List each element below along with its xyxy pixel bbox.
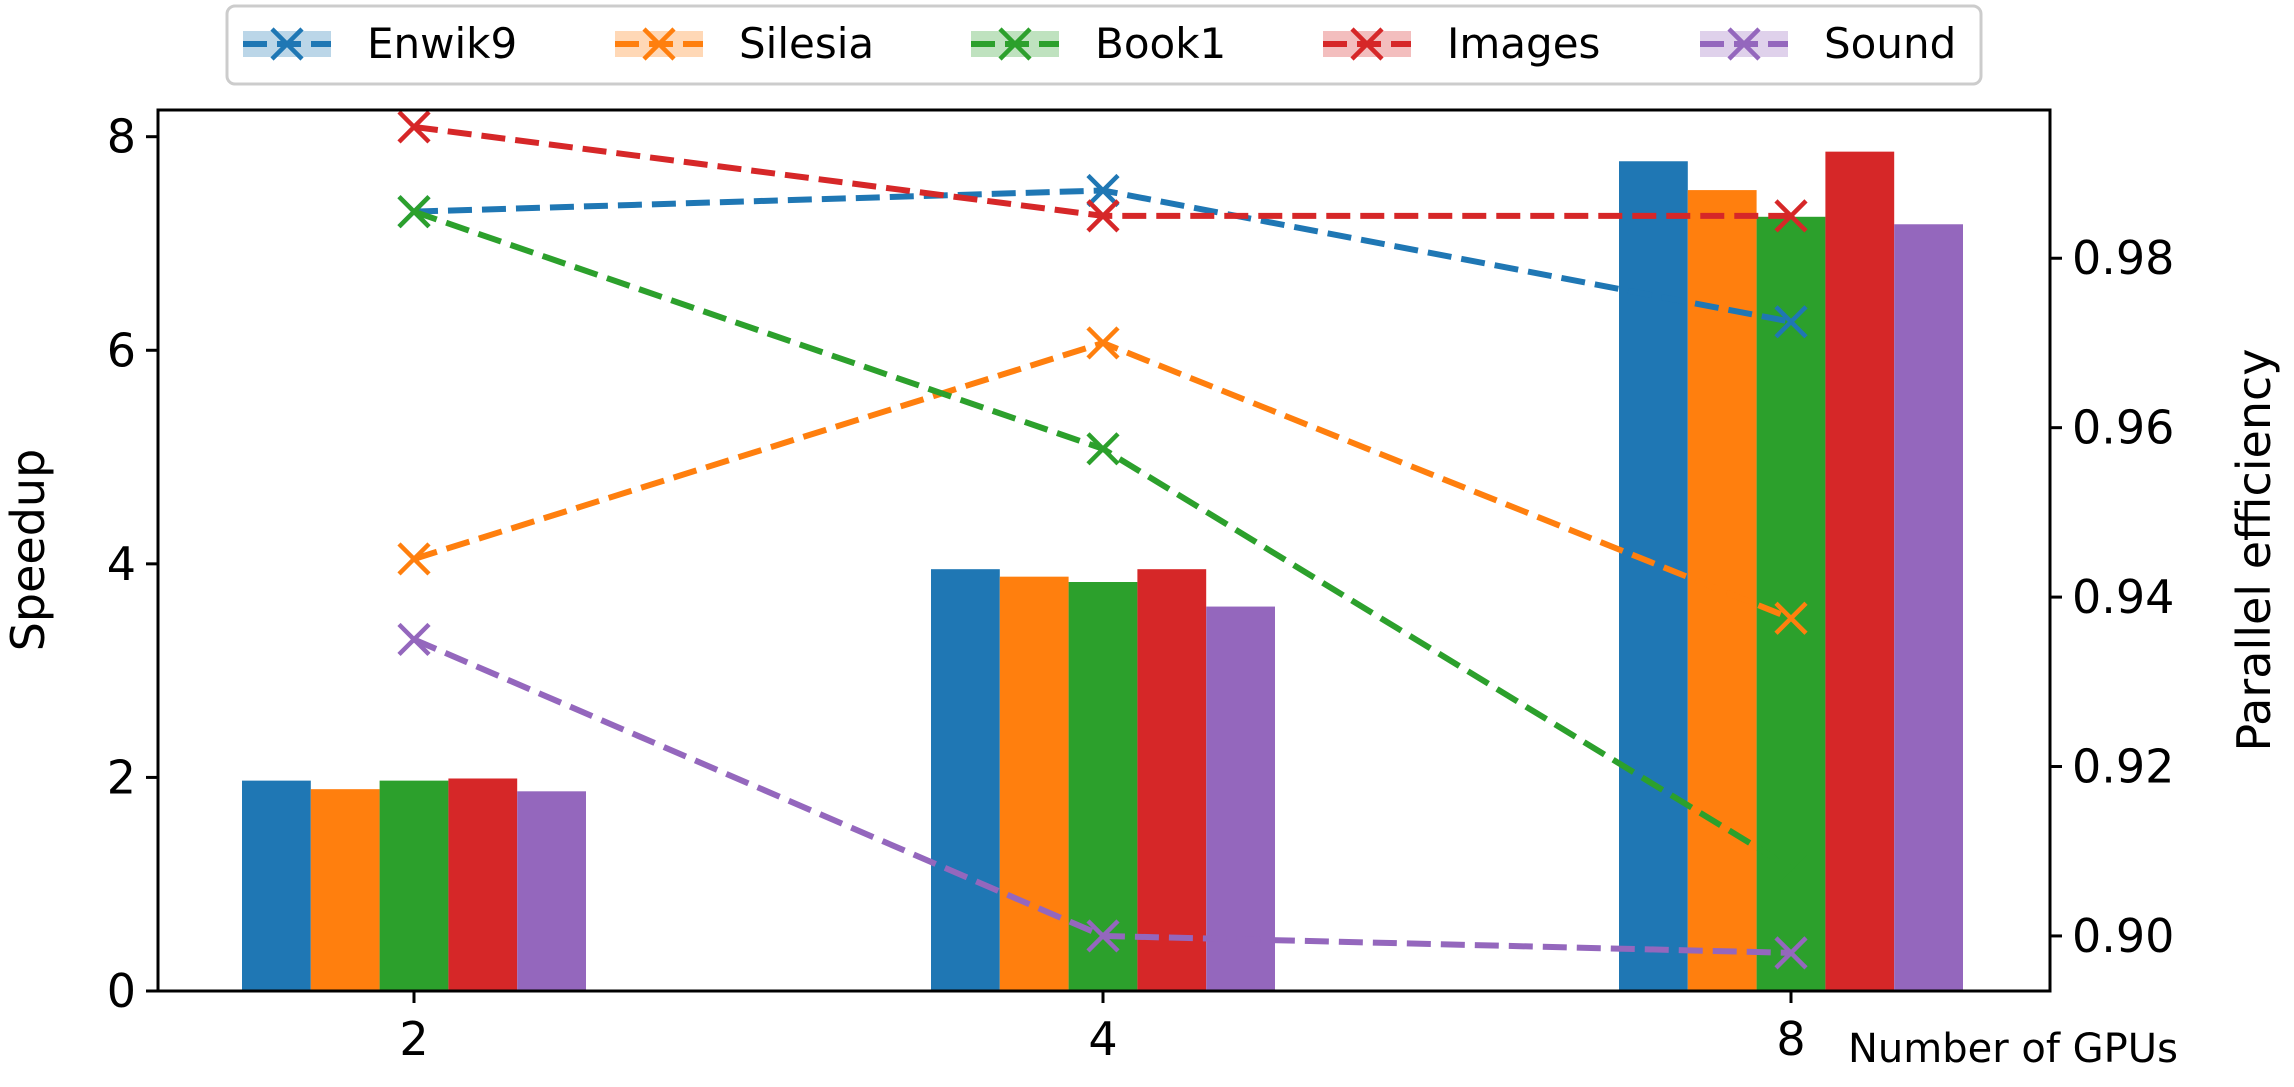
marker-silesia-2 [397,542,431,576]
legend: Enwik9 Silesia Book1 Images Sound [225,4,1983,86]
legend-marker-images [1350,27,1384,61]
y-axis-label: Speedup [1,449,55,652]
y2-tick-label-0-94: 0.94 [2072,570,2174,624]
y-tick-label-0: 0 [107,964,136,1018]
x-tick-label-8: 8 [1776,1012,1805,1066]
marker-enwik9-8-stroke-b [1774,305,1808,339]
marker-sound-4-stroke-b [1086,919,1120,953]
marker-book1-4 [1086,432,1120,466]
marker-sound-2 [397,622,431,657]
marker-book1-2-stroke-b [397,195,431,229]
marker-images-4 [1086,199,1120,233]
legend-label-silesia: Silesia [739,19,874,68]
y2-tick-label-0-98: 0.98 [2072,231,2174,285]
marker-book1-8-stroke-b [1774,851,1808,885]
marker-enwik9-4 [1086,173,1120,208]
bar-sound-2 [517,791,586,991]
bar-sound-4 [1206,606,1275,991]
marker-book1-8 [1774,851,1808,885]
y2-tick-label-0-92: 0.92 [2072,740,2174,794]
y-tick-label-8: 8 [107,110,136,164]
marker-sound-8-stroke-b [1774,936,1808,970]
bar-book1-4 [1068,582,1138,991]
bar-images-2 [448,778,518,991]
efficiency-lines-layer [397,110,1808,970]
bar-book1-8 [1756,216,1826,992]
marker-images-8 [1774,199,1808,233]
y-tick-label-2: 2 [107,750,136,804]
bar-enwik9-2 [242,780,311,991]
marker-book1-4-stroke-b [1086,432,1120,466]
bar-images-8 [1825,151,1895,991]
marker-images-2 [397,110,431,144]
legend-frame [225,4,1983,86]
legend-marker-sound [1727,27,1761,61]
marker-silesia-4 [1086,326,1120,360]
bar-enwik9-8 [1619,161,1688,991]
marker-silesia-4-stroke-b [1086,326,1120,360]
y2-axis-label: Parallel efficiency [2227,348,2281,751]
legend-marker-book1-stroke-b [998,27,1032,61]
x-tick-label-2: 2 [399,1012,428,1066]
marker-silesia-8-stroke-b [1774,601,1808,635]
legend-marker-sound-stroke-b [1727,27,1761,61]
marker-sound-8 [1774,936,1808,970]
legend-marker-images-stroke-b [1350,27,1384,61]
marker-images-4-stroke-b [1086,199,1120,233]
legend-label-images: Images [1447,19,1600,68]
bar-silesia-8 [1687,190,1757,991]
x-axis-label: Number of GPUs [1848,1026,2178,1072]
bar-book1-2 [379,780,449,991]
y2-tick-label-0-90: 0.90 [2072,909,2174,963]
bar-images-4 [1137,569,1207,991]
marker-sound-2-stroke-b [397,622,431,657]
bar-silesia-2 [310,789,380,991]
bar-silesia-4 [999,576,1069,991]
marker-book1-2 [397,195,431,229]
y2-tick-label-0-96: 0.96 [2072,401,2174,455]
marker-silesia-2-stroke-b [397,542,431,576]
marker-sound-4 [1086,919,1120,953]
legend-marker-silesia-stroke-b [642,27,676,61]
marker-images-2-stroke-b [397,110,431,144]
marker-images-8-stroke-b [1774,199,1808,233]
legend-marker-enwik9-stroke-b [270,27,304,61]
legend-marker-enwik9 [270,27,304,61]
bar-sound-8 [1894,224,1963,991]
legend-marker-silesia [642,27,676,61]
marker-silesia-8 [1774,601,1808,635]
bar-enwik9-4 [931,569,1000,991]
y-tick-label-4: 4 [107,537,136,591]
legend-label-enwik9: Enwik9 [367,19,517,68]
legend-label-book1: Book1 [1095,19,1226,68]
marker-enwik9-8 [1774,305,1808,339]
axes-layer: 0 2 4 6 8 0.90 0.92 0.94 0.96 0.98 2 4 8 [107,110,2175,1066]
x-tick-label-4: 4 [1088,1012,1117,1066]
marker-enwik9-4-stroke-b [1086,173,1120,208]
legend-label-sound: Sound [1824,19,1956,68]
legend-marker-book1 [998,27,1032,61]
y-tick-label-6: 6 [107,323,136,377]
